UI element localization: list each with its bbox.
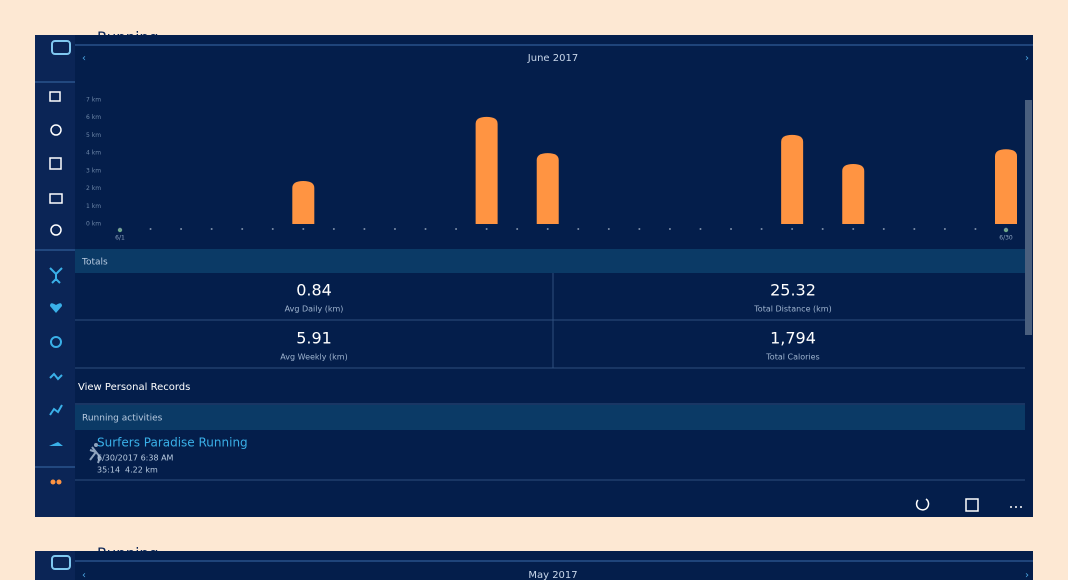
y-tick-label: 6 km xyxy=(86,114,101,121)
stat-label: Avg Weekly (km) xyxy=(280,353,347,362)
stat-value: 5.91 xyxy=(296,329,332,348)
day-dot xyxy=(577,228,580,230)
day-dot xyxy=(974,228,977,230)
bar xyxy=(536,153,559,224)
day-dot xyxy=(1005,228,1007,230)
runner-icon xyxy=(94,443,98,447)
stat-value: 1,794 xyxy=(770,329,816,348)
day-dot xyxy=(791,228,794,230)
prev-month[interactable]: ‹ xyxy=(82,570,86,580)
section-title: Totals xyxy=(81,258,108,268)
y-tick-label: 4 km xyxy=(86,150,101,157)
bar xyxy=(292,180,315,224)
activity-distance: 4.22 km xyxy=(125,466,158,475)
icon-activity[interactable] xyxy=(49,267,63,284)
icon-news[interactable] xyxy=(49,193,63,204)
day-dot xyxy=(149,228,152,230)
day-dot xyxy=(638,228,641,230)
day-dot xyxy=(821,228,824,230)
bar xyxy=(781,134,804,224)
section-header xyxy=(75,405,1025,430)
day-dot xyxy=(119,228,121,230)
day-dot xyxy=(485,228,488,230)
bar xyxy=(842,163,865,224)
y-tick-label: 2 km xyxy=(86,185,101,192)
next-month[interactable]: › xyxy=(1025,570,1029,580)
stat-label: Avg Daily (km) xyxy=(285,305,344,314)
calendar-button[interactable] xyxy=(965,498,979,512)
stat-value: 25.32 xyxy=(770,281,816,300)
y-tick-label: 5 km xyxy=(86,132,101,139)
icon-heart[interactable] xyxy=(50,303,62,313)
more-button[interactable] xyxy=(1010,506,1022,508)
stat-label: Total Distance (km) xyxy=(753,305,831,314)
day-dot xyxy=(913,228,916,230)
day-dot xyxy=(302,228,305,230)
section-title: Running activities xyxy=(82,414,163,424)
month-title: June 2017 xyxy=(527,53,578,64)
app-logo[interactable] xyxy=(51,40,71,55)
next-month[interactable]: › xyxy=(1025,53,1029,64)
section-header xyxy=(75,249,1025,273)
icon-calendar[interactable] xyxy=(49,157,62,170)
bar xyxy=(995,149,1017,224)
app-title: Running xyxy=(97,29,158,47)
stat-label: Total Calories xyxy=(765,353,819,362)
day-dot xyxy=(546,228,549,230)
personal-records-link[interactable]: View Personal Records xyxy=(78,382,190,393)
day-dot xyxy=(516,228,519,230)
activity-name[interactable]: Surfers Paradise Running xyxy=(97,436,248,450)
y-tick-label: 0 km xyxy=(86,221,101,228)
day-dot xyxy=(699,228,702,230)
day-dot xyxy=(668,228,671,230)
icon-community[interactable] xyxy=(56,479,62,485)
day-dot xyxy=(332,228,335,230)
day-dot xyxy=(730,228,733,230)
icon-route[interactable] xyxy=(49,372,63,381)
day-dot xyxy=(943,228,946,230)
day-dot xyxy=(363,228,366,230)
x-tick-label: 6/30 xyxy=(999,235,1013,242)
refresh-button[interactable] xyxy=(915,498,930,511)
window xyxy=(35,551,1033,580)
icon-achievements[interactable] xyxy=(50,124,62,136)
window xyxy=(35,35,1033,517)
day-dot xyxy=(852,228,855,230)
x-tick-label: 6/1 xyxy=(115,235,125,242)
day-dot xyxy=(393,228,396,230)
icon-trends[interactable] xyxy=(49,404,63,416)
icon-timer[interactable] xyxy=(50,336,62,348)
month-title: May 2017 xyxy=(528,570,577,580)
y-tick-label: 3 km xyxy=(86,167,101,174)
day-dot xyxy=(882,228,885,230)
bar xyxy=(475,116,498,224)
day-dot xyxy=(607,228,610,230)
stat-value: 0.84 xyxy=(296,281,332,300)
day-dot xyxy=(271,228,274,230)
day-dot xyxy=(241,228,244,230)
activity-duration: 35:14 xyxy=(97,466,120,475)
day-dot xyxy=(210,228,213,230)
chart: 0 km 1 km 2 km 3 km 4 km 5 km 6 km 7 km 6/1 6/30 xyxy=(84,97,1017,242)
app-title: Running xyxy=(97,545,158,563)
day-dot xyxy=(424,228,427,230)
icon-community[interactable] xyxy=(50,479,56,485)
day-dot xyxy=(455,228,458,230)
activity-date: 6/30/2017 6:38 AM xyxy=(97,454,174,463)
icon-shoe[interactable] xyxy=(49,442,63,446)
y-tick-label: 1 km xyxy=(86,203,101,210)
app-logo[interactable] xyxy=(51,555,71,570)
day-dot xyxy=(180,228,183,230)
icon-dashboard[interactable] xyxy=(49,91,61,102)
scrollbar[interactable] xyxy=(1025,100,1032,335)
icon-tips[interactable] xyxy=(50,224,62,236)
prev-month[interactable]: ‹ xyxy=(82,53,86,64)
runner-icon xyxy=(89,446,102,464)
day-dot xyxy=(760,228,763,230)
y-tick-label: 7 km xyxy=(86,97,101,104)
